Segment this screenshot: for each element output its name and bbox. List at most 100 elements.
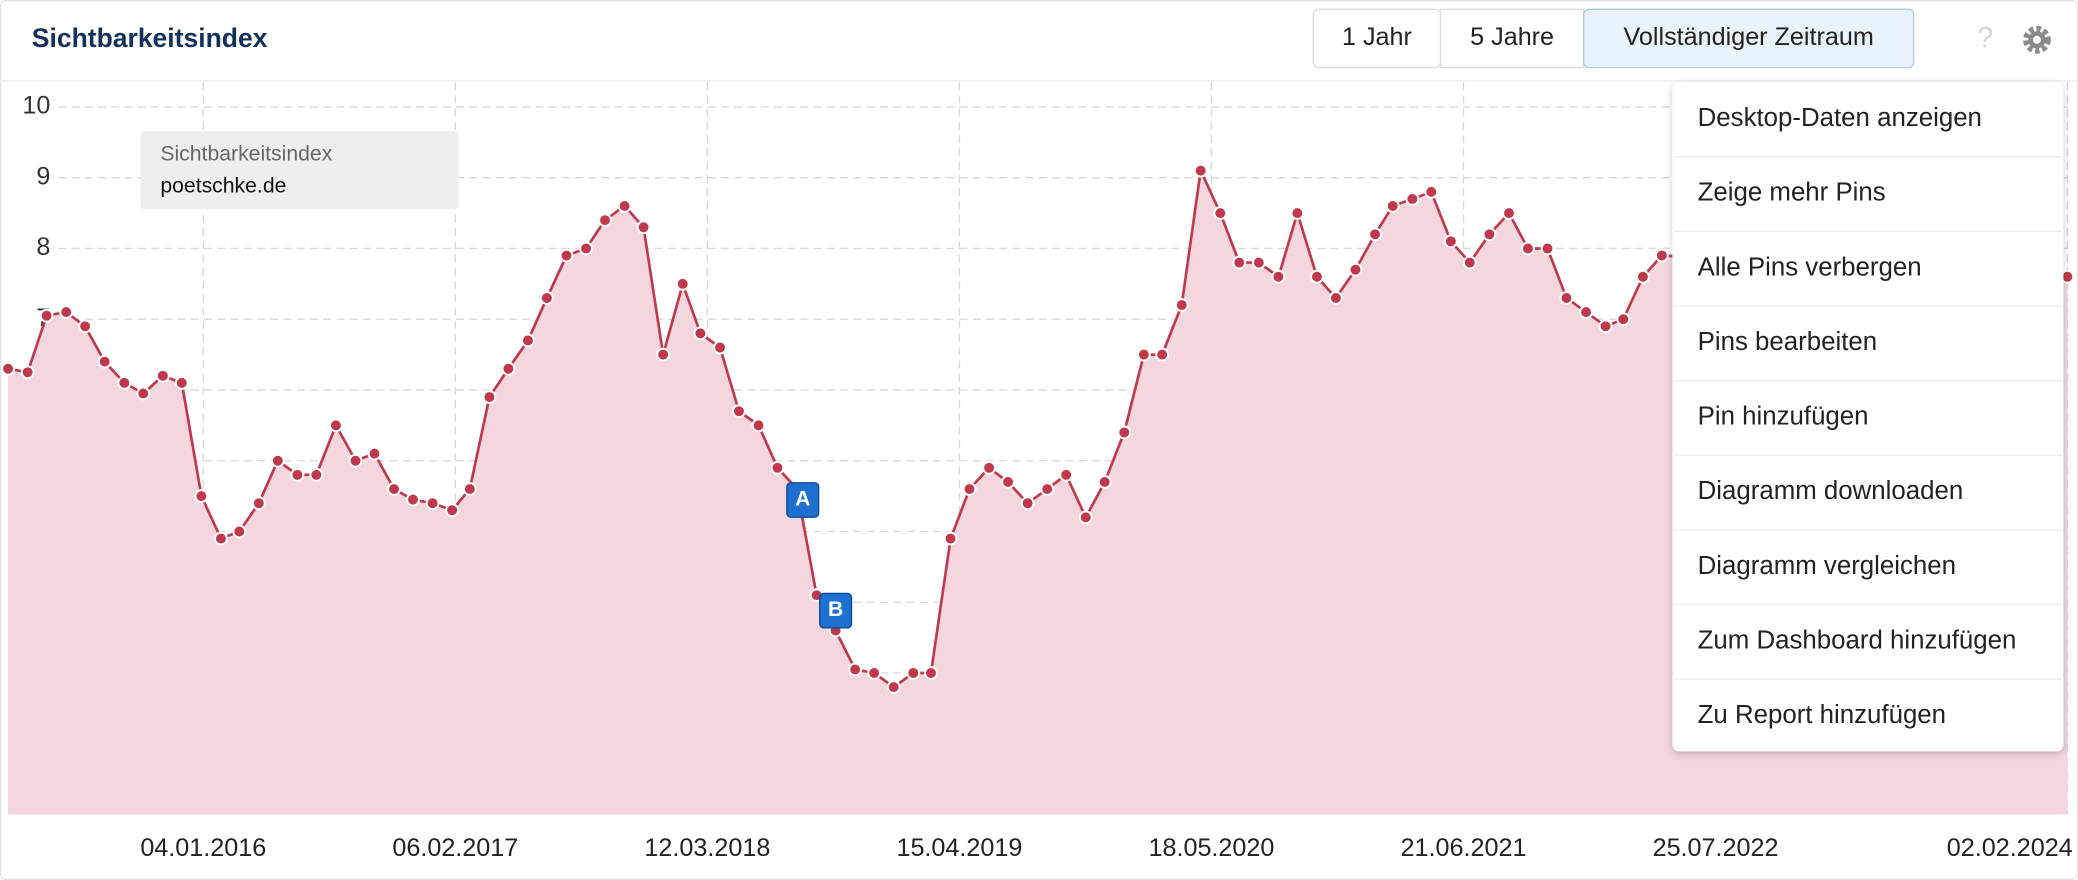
data-point [675, 276, 690, 291]
menu-item[interactable]: Alle Pins verbergen [1698, 253, 1922, 281]
pin-label[interactable]: B [828, 598, 843, 621]
data-point [1424, 184, 1439, 199]
x-tick-label: 02.02.2024 [1947, 834, 2073, 862]
data-point [425, 496, 440, 511]
data-point [1174, 298, 1189, 313]
data-point [1097, 475, 1112, 489]
data-point [1155, 347, 1170, 362]
data-point [521, 333, 535, 348]
data-point [1001, 475, 1016, 489]
data-point [39, 308, 54, 323]
data-point [598, 213, 612, 228]
data-point [636, 220, 651, 235]
x-tick-label: 18.05.2020 [1148, 834, 1274, 862]
data-point [309, 467, 324, 482]
data-point [751, 418, 766, 433]
data-point [1579, 305, 1594, 320]
range-button[interactable] [1583, 8, 1915, 69]
menu-item[interactable]: Zum Dashboard hinzufügen [1698, 626, 2017, 654]
x-tick-label: 06.02.2017 [392, 834, 518, 862]
data-point [770, 460, 785, 475]
data-point [962, 482, 977, 496]
data-point [559, 248, 574, 263]
data-point [290, 467, 305, 482]
data-point [656, 347, 671, 362]
menu-item[interactable]: Zu Report hinzufügen [1698, 701, 1946, 729]
menu-item[interactable]: Diagramm vergleichen [1698, 552, 1956, 580]
x-tick-label: 21.06.2021 [1401, 834, 1527, 862]
data-point [848, 662, 863, 677]
data-point [174, 375, 189, 390]
data-point [1540, 241, 1555, 256]
data-point [1078, 510, 1093, 525]
range-button[interactable] [1439, 8, 1585, 69]
data-point [348, 453, 363, 468]
data-point [1443, 234, 1458, 249]
data-point [982, 460, 997, 475]
data-point [1117, 425, 1132, 440]
data-point [501, 361, 516, 376]
x-tick-label: 04.01.2016 [140, 834, 266, 862]
data-point [232, 524, 247, 539]
data-point [886, 680, 901, 695]
data-point [1635, 269, 1650, 284]
legend: Sichtbarkeitsindex poetschke.de [140, 131, 459, 210]
context-menu: Desktop-Daten anzeigen Zeige mehr Pins All… [1672, 82, 2064, 752]
data-point [1482, 227, 1497, 242]
menu-panel [1672, 82, 2064, 752]
data-point [445, 503, 460, 518]
data-point [194, 489, 209, 504]
data-point [1290, 206, 1305, 221]
y-tick-label: 8 [36, 233, 50, 261]
data-point [78, 319, 93, 334]
data-point [270, 453, 285, 468]
data-point [1559, 291, 1574, 305]
data-point [482, 390, 497, 405]
menu-item[interactable]: Desktop-Daten anzeigen [1698, 104, 1982, 132]
data-point [462, 482, 477, 496]
data-point [1213, 206, 1228, 221]
data-point [924, 666, 938, 680]
menu-item[interactable]: Pins bearbeiten [1698, 328, 1878, 356]
data-point [1385, 199, 1400, 213]
help-icon[interactable]: ? [1977, 22, 1993, 54]
data-point [1348, 262, 1363, 277]
legend-title: Sichtbarkeitsindex [160, 143, 332, 166]
menu-item[interactable]: Zeige mehr Pins [1698, 179, 1886, 207]
pin[interactable] [819, 592, 853, 629]
data-point [1368, 227, 1383, 242]
settings-icon[interactable] [2023, 25, 2051, 54]
y-tick-label: 9 [36, 162, 50, 190]
pin-label[interactable]: A [795, 488, 810, 511]
data-point [1520, 241, 1535, 256]
data-point [213, 531, 228, 546]
data-point [1020, 496, 1035, 511]
data-point [155, 368, 170, 383]
data-point [906, 666, 921, 680]
menu-item[interactable]: Diagramm downloaden [1698, 477, 1964, 505]
legend-box [140, 131, 459, 210]
range-button-label[interactable]: Vollständiger Zeitraum [1624, 23, 1874, 51]
data-point [1136, 347, 1151, 362]
data-point [406, 492, 420, 507]
data-point [387, 482, 401, 496]
data-point [943, 531, 958, 546]
data-point [617, 199, 632, 213]
data-point [136, 386, 151, 401]
series-line [7, 165, 2068, 689]
data-point [1598, 319, 1613, 334]
data-point [579, 241, 594, 256]
data-point [867, 666, 882, 680]
range-buttons: 1 Jahr 5 Jahre Vollständiger Zeitraum [1312, 8, 1915, 69]
x-tick-label: 25.07.2022 [1653, 834, 1779, 862]
menu-item[interactable]: Pin hinzufügen [1698, 403, 1869, 431]
data-point [117, 375, 132, 390]
range-button-label[interactable]: 1 Jahr [1342, 23, 1412, 51]
pin[interactable] [786, 482, 820, 518]
data-point [367, 446, 382, 461]
data-point [20, 365, 35, 380]
data-point [251, 496, 266, 511]
range-button-label[interactable]: 5 Jahre [1470, 23, 1554, 51]
data-point [1251, 255, 1266, 270]
